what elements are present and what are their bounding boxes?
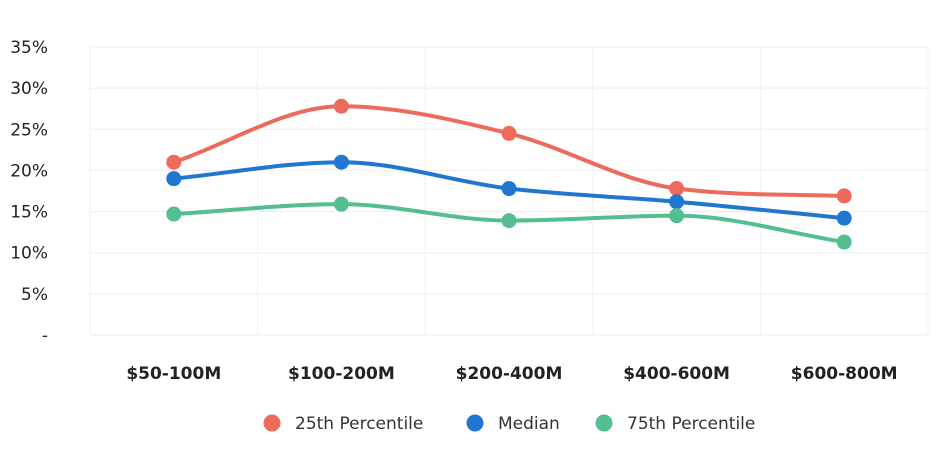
data-point-25th-percentile[interactable] xyxy=(333,98,349,114)
data-point-75th-percentile[interactable] xyxy=(669,208,685,224)
y-tick-label: 5% xyxy=(21,285,48,305)
legend-swatch-75th-percentile xyxy=(595,414,613,432)
data-point-median[interactable] xyxy=(669,194,685,210)
data-point-25th-percentile[interactable] xyxy=(501,125,517,141)
y-tick-label: 10% xyxy=(10,244,48,264)
x-tick-label: $600-800M xyxy=(791,364,898,384)
x-tick-label: $100-200M xyxy=(288,364,395,384)
data-point-75th-percentile[interactable] xyxy=(333,196,349,212)
legend-label-75th-percentile: 75th Percentile xyxy=(627,414,755,434)
y-tick-label: 25% xyxy=(10,120,48,140)
data-point-25th-percentile[interactable] xyxy=(836,188,852,204)
data-point-median[interactable] xyxy=(333,154,349,170)
y-tick-label: 35% xyxy=(10,38,48,58)
data-point-25th-percentile[interactable] xyxy=(669,181,685,197)
data-point-25th-percentile[interactable] xyxy=(166,154,182,170)
data-point-median[interactable] xyxy=(836,210,852,226)
legend-swatch-25th-percentile xyxy=(263,414,281,432)
x-axis-ticks: $50-100M $100-200M $200-400M $400-600M $600-… xyxy=(126,364,897,384)
y-tick-label: - xyxy=(42,326,48,346)
x-tick-label: $200-400M xyxy=(456,364,563,384)
legend-label-median: Median xyxy=(498,414,560,434)
data-point-75th-percentile[interactable] xyxy=(501,213,517,229)
y-tick-label: 20% xyxy=(10,161,48,181)
data-point-median[interactable] xyxy=(166,171,182,187)
data-point-median[interactable] xyxy=(501,181,517,197)
data-point-75th-percentile[interactable] xyxy=(166,206,182,222)
y-tick-label: 15% xyxy=(10,203,48,223)
chart-legend: 25th Percentile Median 75th Percentile xyxy=(263,414,755,434)
series-points xyxy=(166,98,852,250)
y-tick-label: 30% xyxy=(10,79,48,99)
x-tick-label: $50-100M xyxy=(126,364,221,384)
legend-swatch-median xyxy=(466,414,484,432)
x-tick-label: $400-600M xyxy=(623,364,730,384)
legend-label-25th-percentile: 25th Percentile xyxy=(295,414,423,434)
y-axis-ticks: - 5% 10% 15% 20% 25% 30% 35% xyxy=(10,38,48,346)
data-point-75th-percentile[interactable] xyxy=(836,234,852,250)
